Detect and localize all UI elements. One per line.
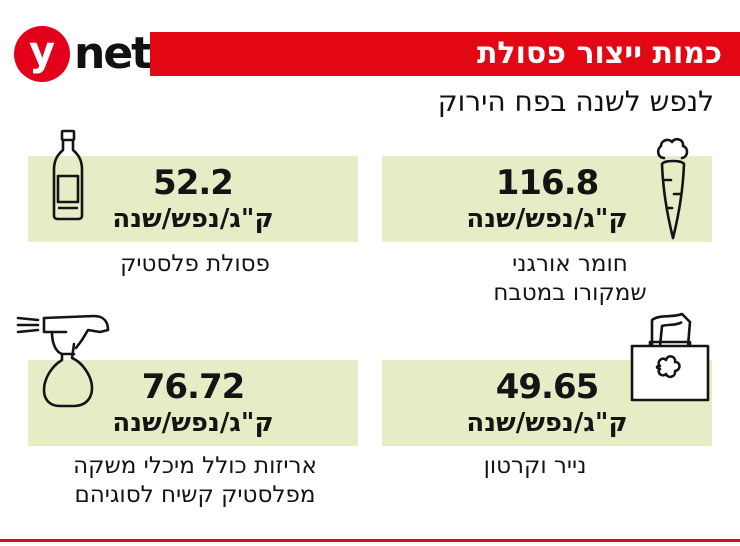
stat-unit: ק"ג/נפש/שנה — [466, 408, 628, 438]
stat-label-plastic: פסולת פלסטיק — [60, 250, 330, 279]
stat-unit: ק"ג/נפש/שנה — [466, 204, 628, 234]
tissue-box-icon — [630, 312, 710, 402]
stat-value: 116.8 — [495, 163, 600, 203]
label-line: אריזות כולל מיכלי משקה — [73, 453, 317, 479]
stat-value: 52.2 — [153, 163, 234, 203]
page-title: כמות ייצור פסולת — [476, 36, 722, 71]
logo-letter: y — [28, 29, 56, 75]
label-line: חומר אורגני — [512, 251, 628, 277]
carrot-icon — [656, 137, 689, 240]
stat-label-packaging: אריזות כולל מיכלי משקה מפלסטיק קשיח לסוג… — [20, 452, 370, 510]
stat-value: 49.65 — [495, 367, 600, 407]
stat-value: 76.72 — [141, 367, 246, 407]
spray-bottle-icon — [16, 314, 110, 408]
stat-label-organic: חומר אורגני שמקורו במטבח — [430, 250, 710, 308]
label-line: מפלסטיק קשיח לסוגיהם — [74, 482, 316, 508]
stat-label-paper: נייר וקרטון — [400, 452, 670, 481]
stat-unit: ק"ג/נפש/שנה — [112, 408, 274, 438]
label-line: שמקורו במטבח — [493, 280, 647, 306]
stat-card-organic: 116.8 ק"ג/נפש/שנה — [382, 156, 712, 242]
logo-circle — [14, 26, 70, 82]
logo-wordmark: net — [74, 28, 152, 79]
bottom-divider — [0, 539, 740, 542]
label-line: נייר וקרטון — [483, 453, 587, 479]
title-bar: כמות ייצור פסולת — [150, 32, 740, 76]
plastic-bottle-icon — [52, 129, 84, 221]
stat-unit: ק"ג/נפש/שנה — [112, 204, 274, 234]
page-subtitle: לנפש לשנה בפח הירוק — [437, 85, 714, 118]
ynet-logo: y net — [6, 24, 152, 84]
label-line: פסולת פלסטיק — [120, 251, 270, 277]
